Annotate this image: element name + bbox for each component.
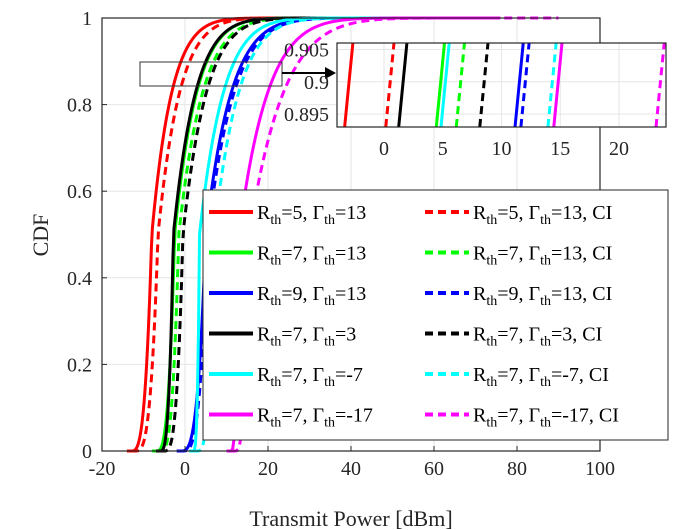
x-axis-label: Transmit Power [dBm] bbox=[249, 506, 452, 530]
inset-curve bbox=[478, 42, 490, 128]
legend-label: Rth=7, Γth=-7 bbox=[257, 364, 363, 390]
legend-label: Rth=7, Γth=-17, CI bbox=[473, 405, 619, 431]
legend-label: Rth=7, Γth=3, CI bbox=[473, 324, 602, 350]
inset-curve bbox=[552, 42, 564, 128]
inset-x-tick-label: 0 bbox=[379, 138, 389, 160]
inset-curve bbox=[519, 42, 531, 128]
legend-label: Rth=7, Γth=3 bbox=[257, 324, 356, 350]
y-tick-label: 0.4 bbox=[67, 268, 92, 290]
inset-frame bbox=[336, 42, 667, 128]
x-tick-label: 60 bbox=[424, 458, 444, 480]
inset-curve bbox=[654, 42, 666, 128]
inset-y-tick-label: 0.905 bbox=[284, 39, 329, 61]
zoom-arrow-head bbox=[325, 67, 336, 79]
y-tick-label: 0.8 bbox=[67, 95, 92, 117]
inset-x-tick-label: 10 bbox=[492, 138, 512, 160]
inset-plot: 0 5 10 15 20 0.905 0.9 0.895 bbox=[284, 39, 667, 160]
x-tick-label: 20 bbox=[258, 458, 278, 480]
legend-label: Rth=7, Γth=13 bbox=[257, 243, 366, 269]
x-tick-label: 80 bbox=[507, 458, 527, 480]
legend-box bbox=[202, 189, 669, 441]
inset-y-tick-label: 0.895 bbox=[284, 104, 329, 126]
legend-label: Rth=7, Γth=13, CI bbox=[473, 243, 612, 269]
inset-x-tick-label: 20 bbox=[609, 138, 629, 160]
inset-curve bbox=[439, 42, 451, 128]
y-tick-label: 0 bbox=[82, 441, 92, 463]
inset-curve bbox=[513, 42, 525, 128]
cdf-curve bbox=[230, 16, 559, 453]
inset-curve bbox=[397, 42, 409, 128]
x-ticks: -20 0 20 40 60 80 100 bbox=[89, 446, 615, 480]
x-tick-label: 40 bbox=[341, 458, 361, 480]
inset-curve bbox=[546, 42, 558, 128]
legend-label: Rth=9, Γth=13, CI bbox=[473, 283, 612, 309]
inset-curve bbox=[384, 42, 396, 128]
x-tick-label: 100 bbox=[585, 458, 615, 480]
y-tick-label: 0.2 bbox=[67, 354, 92, 376]
inset-x-tick-label: 5 bbox=[438, 138, 448, 160]
legend-label: Rth=5, Γth=13, CI bbox=[473, 202, 612, 228]
inset-curve bbox=[343, 42, 355, 128]
legend-label: Rth=7, Γth=-17 bbox=[257, 405, 373, 431]
inset-y-tick-label: 0.9 bbox=[304, 72, 329, 94]
legend-label: Rth=5, Γth=13 bbox=[257, 202, 366, 228]
inset-curve bbox=[454, 42, 466, 128]
x-tick-label: 0 bbox=[180, 458, 190, 480]
y-tick-label: 1 bbox=[82, 8, 92, 30]
inset-x-tick-label: 15 bbox=[550, 138, 570, 160]
x-tick-label: -20 bbox=[89, 458, 116, 480]
y-axis-label: CDF bbox=[28, 214, 53, 257]
y-ticks: 0 0.2 0.4 0.6 0.8 1 bbox=[67, 8, 107, 463]
legend: Rth=5, Γth=13 Rth=7, Γth=13 Rth=9, Γth=13 R… bbox=[202, 189, 669, 441]
inset-curve bbox=[434, 42, 447, 128]
y-tick-label: 0.6 bbox=[67, 181, 92, 203]
legend-label: Rth=9, Γth=13 bbox=[257, 283, 366, 309]
legend-label: Rth=7, Γth=-7, CI bbox=[473, 364, 609, 390]
